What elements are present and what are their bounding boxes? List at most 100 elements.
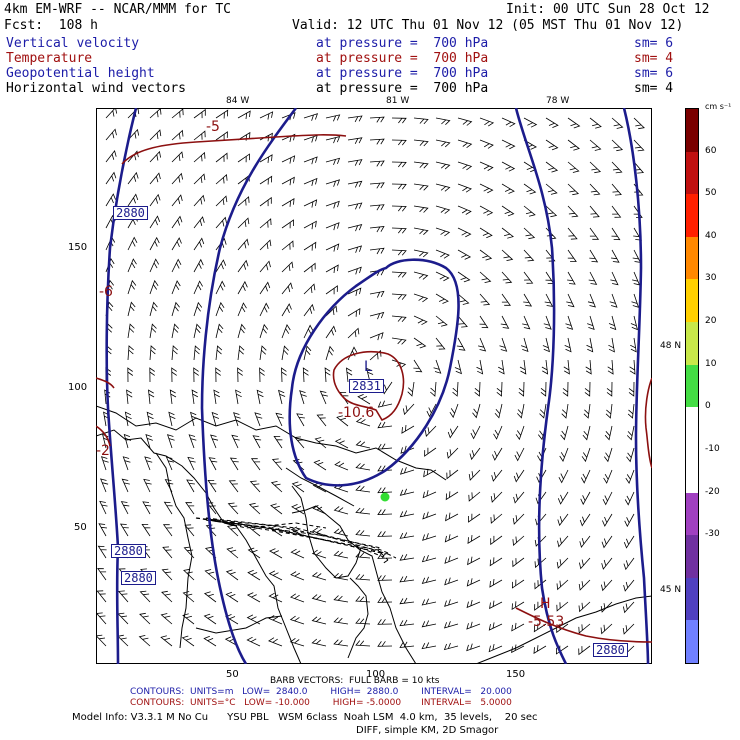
wind-barb: [399, 532, 415, 539]
wind-barb: [501, 227, 514, 239]
wind-barb: [303, 220, 317, 230]
lon-label-78w: 78 W: [546, 96, 570, 106]
wind-barb: [252, 435, 262, 449]
height-contour-2840-low: [288, 258, 460, 487]
field-name-2: Temperature: [6, 51, 93, 66]
wind-barb: [319, 390, 328, 405]
wind-barb: [225, 591, 239, 603]
wind-barb: [124, 411, 132, 427]
field-name-4: Horizontal wind vectors: [6, 81, 187, 96]
wind-barb: [275, 412, 284, 427]
temp-label-minus5-53: -5.53: [528, 614, 565, 630]
wind-barb: [543, 315, 552, 330]
wind-barb: [435, 117, 451, 125]
wind-barb: [466, 643, 481, 652]
wind-barb: [467, 556, 481, 566]
temp-label-minus6: -6: [99, 284, 113, 300]
wind-barb: [391, 293, 407, 300]
wind-barb: [391, 205, 407, 212]
temp-label-minus2: -2: [96, 443, 110, 459]
wind-barb: [490, 535, 503, 546]
wind-barb: [587, 293, 596, 308]
wind-barb: [148, 389, 155, 405]
wind-barb: [160, 613, 173, 625]
wind-barb: [333, 506, 349, 515]
wind-barb: [435, 337, 446, 350]
wind-barb: [513, 469, 525, 483]
wind-barb: [325, 114, 341, 122]
wind-barb: [278, 389, 286, 405]
wind-barb: [511, 644, 525, 654]
wind-barb: [169, 389, 177, 405]
wind-barb: [149, 345, 156, 361]
wind-barb: [312, 527, 327, 537]
wind-barb: [585, 359, 592, 375]
wind-barb: [515, 425, 525, 441]
colorbar-segment: [686, 620, 698, 664]
wind-barb: [443, 642, 459, 651]
wind-barb: [435, 249, 450, 259]
wind-barb: [248, 502, 261, 515]
lon-label-84w: 84 W: [226, 96, 250, 106]
wind-barb: [426, 403, 437, 418]
lake-michigan-shore: [155, 452, 193, 649]
wind-barb: [435, 139, 451, 148]
lake-erie-shore: [195, 615, 283, 634]
wind-barb: [519, 359, 527, 375]
wind-barb: [303, 199, 318, 208]
wind-barb: [454, 359, 462, 375]
wind-barb: [474, 381, 481, 397]
wind-barb: [479, 205, 494, 216]
wind-barb: [501, 271, 513, 284]
wind-barb: [231, 434, 240, 449]
wind-barb: [479, 117, 495, 127]
wind-barb: [489, 557, 503, 567]
colorbar-tick-label: 40: [705, 230, 717, 241]
wind-barb: [185, 502, 195, 515]
wind-barb: [215, 323, 224, 339]
wind-barb: [523, 205, 536, 217]
wind-barb: [501, 139, 516, 150]
wind-barb: [268, 637, 283, 647]
wind-barb: [567, 249, 577, 262]
wind-barb: [407, 381, 415, 397]
wind-barb: [600, 623, 613, 635]
wind-barb: [347, 202, 363, 210]
wind-barb: [127, 193, 139, 207]
wind-barb: [105, 150, 117, 163]
wind-barb: [449, 403, 459, 419]
wind-barb: [489, 578, 503, 588]
wind-barb: [558, 469, 569, 484]
wind-barb: [631, 293, 640, 308]
colorbar-tick-label: 60: [705, 145, 717, 156]
wind-barb: [435, 227, 451, 237]
wind-barb: [580, 491, 591, 506]
grid-x-50: 50: [226, 669, 239, 680]
wind-barb: [268, 615, 283, 625]
wind-barb: [511, 622, 525, 632]
wind-barb: [346, 367, 353, 383]
wind-barb: [336, 415, 349, 427]
wind-barb: [325, 305, 338, 317]
wind-barb: [633, 117, 645, 130]
wind-barb: [456, 337, 466, 351]
wind-barb: [121, 478, 130, 493]
wind-barb: [302, 367, 309, 383]
wind-barb: [96, 590, 107, 603]
wind-barb: [399, 488, 415, 496]
wind-barb: [489, 600, 503, 610]
wind-barb: [413, 117, 429, 125]
wind-barb: [246, 636, 261, 647]
wind-barb: [580, 469, 591, 484]
lat-label-48n: 48 N: [660, 341, 682, 351]
wind-barb: [259, 281, 271, 295]
wind-barb: [105, 108, 118, 119]
wind-barb: [518, 381, 525, 397]
wind-barb: [413, 183, 429, 191]
wind-barb: [207, 479, 217, 493]
wind-barb: [357, 394, 371, 405]
wind-barb: [149, 236, 160, 251]
wind-barb: [355, 596, 371, 603]
wind-barb: [314, 437, 327, 449]
wind-barb: [166, 434, 175, 449]
